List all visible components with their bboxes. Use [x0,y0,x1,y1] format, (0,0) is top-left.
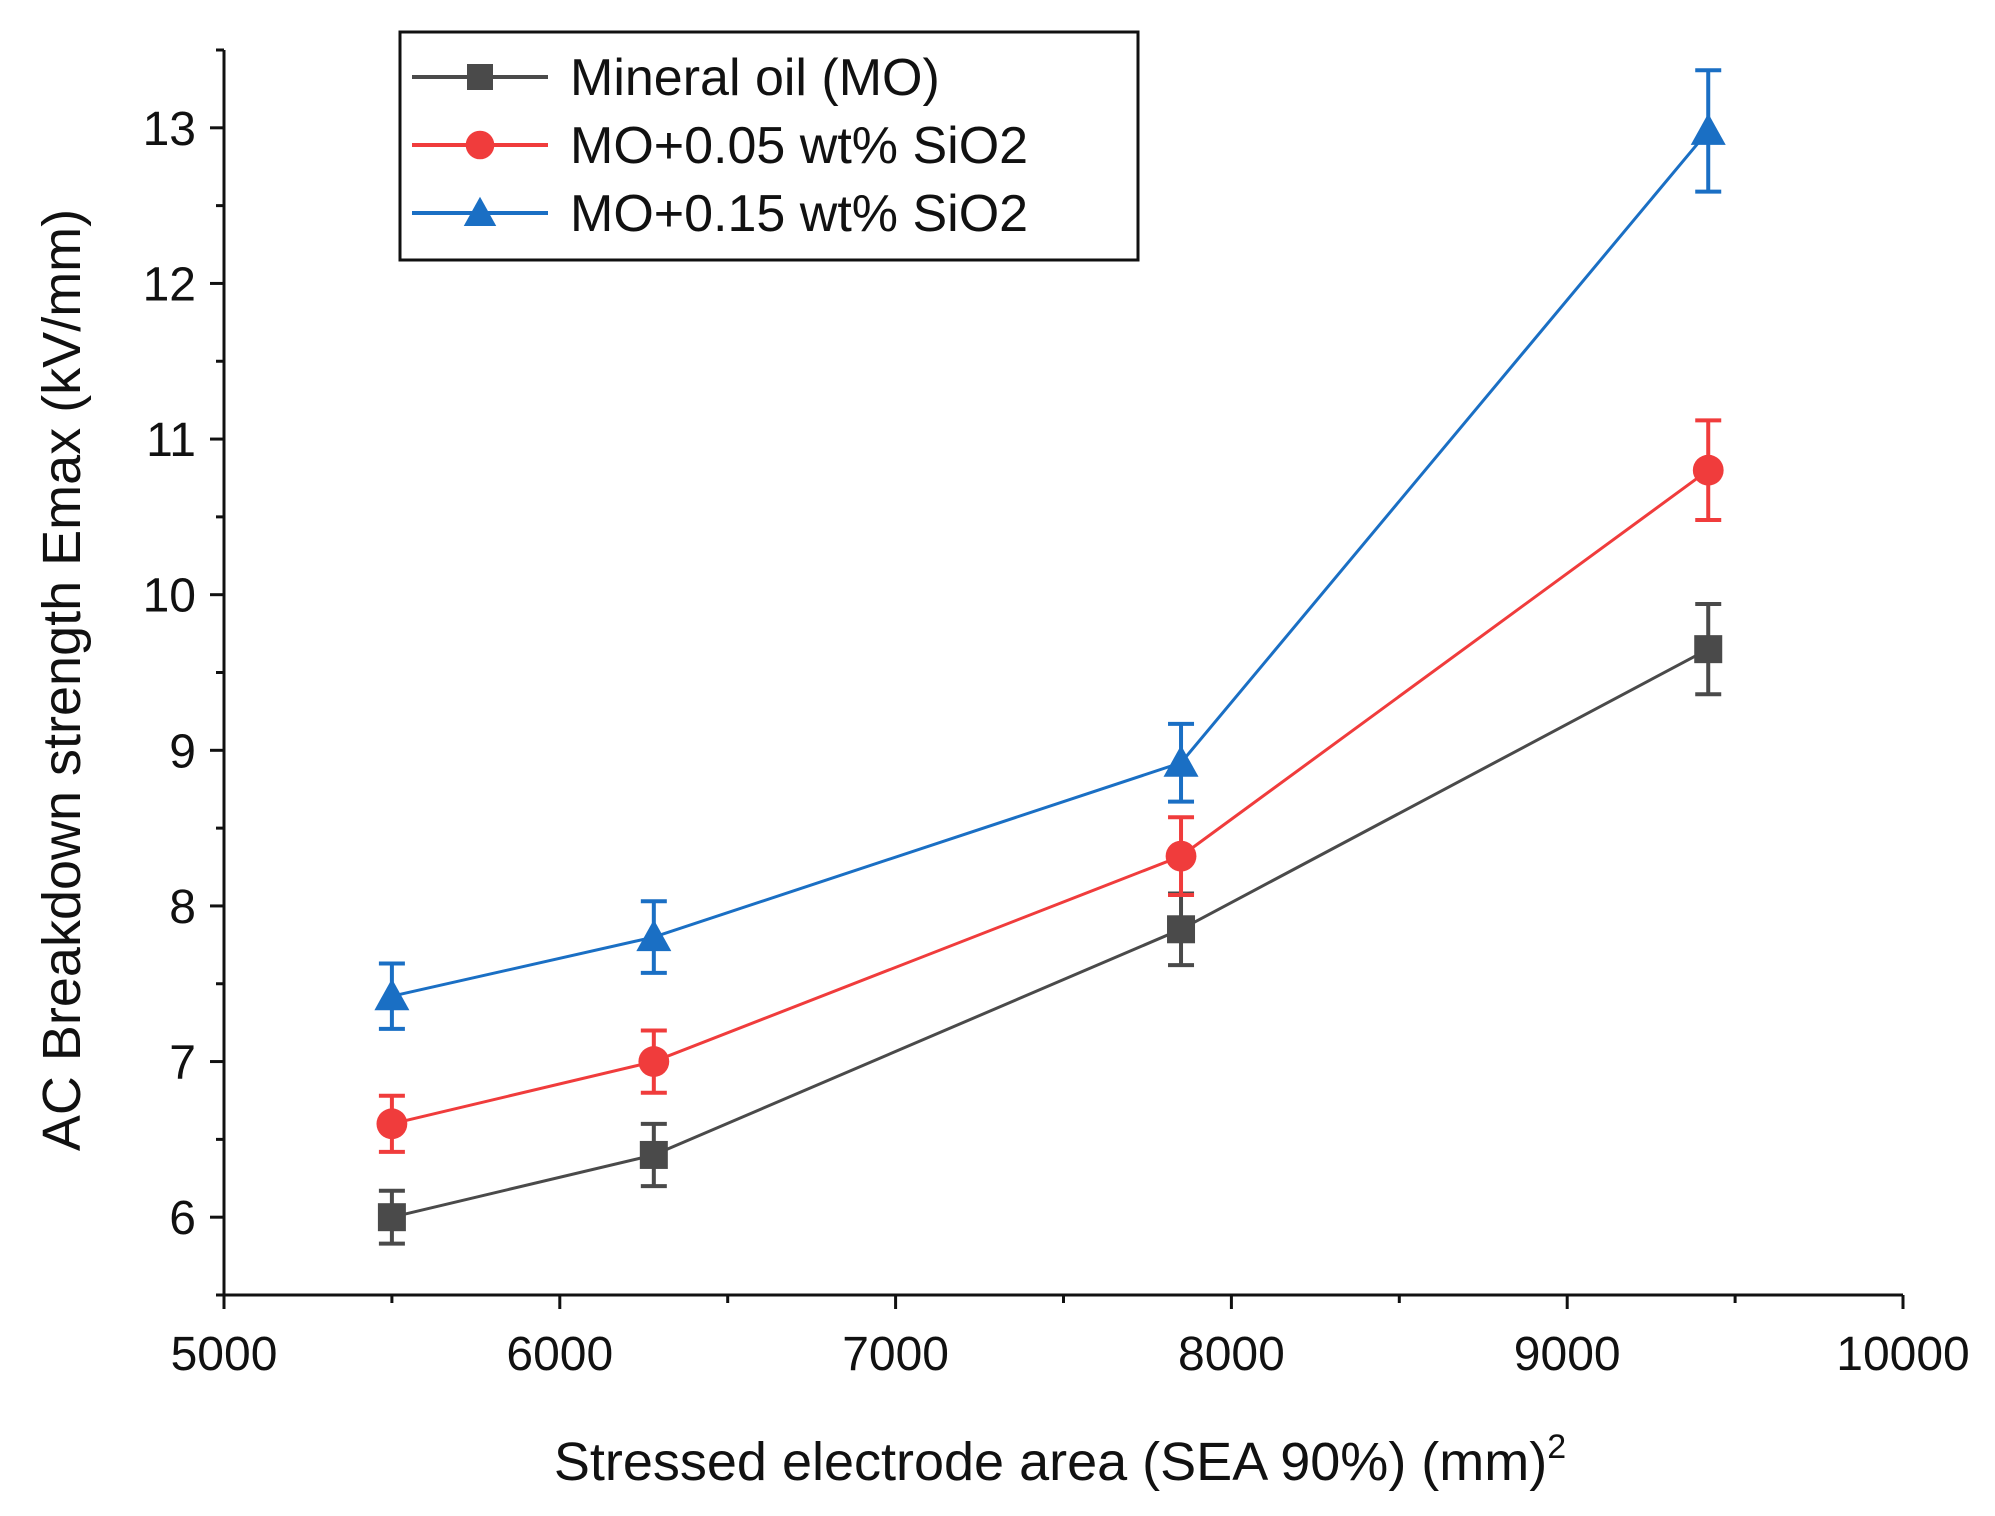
y-axis-title: AC Breakdown strength Emax (kV/mm) [32,209,92,1151]
legend-marker [467,64,493,90]
data-point [1692,454,1724,486]
legend-marker [465,130,495,160]
y-tick-label: 7 [169,1037,196,1090]
y-tick-label: 12 [143,258,196,311]
series-line [391,468,1710,1126]
axes: 5000 6000 7000 8000 9000 10000 6 7 8 9 10 11 12 13 [143,48,1970,1381]
y-tick-label: 10 [143,570,196,623]
x-tick-label: 5000 [171,1328,278,1381]
data-point [1165,840,1197,872]
data-point [1694,635,1723,664]
series-3 [374,68,1726,1031]
data-point [377,1203,406,1232]
data-point [376,1108,408,1140]
legend-item: MO+0.15 wt% SiO2 [412,185,1028,243]
legend-label: MO+0.05 wt% SiO2 [570,117,1028,175]
x-tick-label: 10000 [1836,1328,1969,1381]
series-layer [374,68,1726,1246]
legend-label: MO+0.15 wt% SiO2 [570,185,1028,243]
y-tick-label: 6 [169,1192,196,1245]
y-tick-label: 11 [146,414,196,467]
series-line [391,647,1709,1219]
y-tick-label: 13 [143,103,196,156]
legend-marker [463,196,497,226]
data-point [374,978,410,1011]
data-point [1167,915,1196,944]
data-point [1690,113,1726,145]
series-line [391,129,1710,998]
x-axis-title-superscript: 2 [1547,1428,1566,1466]
data-point [1163,745,1199,777]
y-tick-label: 9 [169,725,196,778]
x-tick-label: 8000 [1178,1328,1285,1381]
x-tick-label: 9000 [1514,1328,1621,1381]
legend: Mineral oil (MO) MO+0.05 wt% SiO2 MO+0.15 … [398,30,1140,262]
legend-item: MO+0.05 wt% SiO2 [412,117,1028,175]
data-point [638,1046,670,1077]
series-1 [377,602,1723,1246]
legend-label: Mineral oil (MO) [570,49,940,107]
x-axis-title: Stressed electrode area (SEA 90%) (mm)2 [554,1428,1566,1492]
legend-item: Mineral oil (MO) [412,49,940,107]
data-point [636,919,672,952]
x-tick-label: 6000 [506,1328,613,1381]
data-point [639,1140,668,1169]
y-tick-label: 8 [169,881,196,934]
x-tick-label: 7000 [842,1328,949,1381]
series-2 [376,418,1724,1154]
